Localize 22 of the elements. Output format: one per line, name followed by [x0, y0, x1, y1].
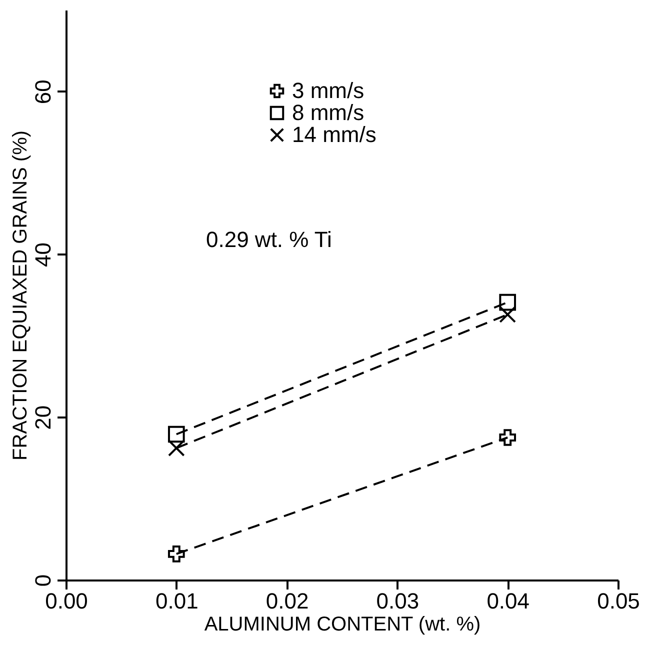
legend-label: 8 mm/s [292, 100, 364, 125]
x-tick-label: 0.05 [597, 588, 640, 614]
point [499, 429, 516, 446]
y-tick-label: 0 [30, 574, 56, 587]
point [499, 306, 516, 323]
legend-label: 3 mm/s [292, 78, 364, 103]
annotation: 0.29 wt. % Ti [206, 227, 332, 252]
point [168, 426, 185, 443]
x-tick-label: 0.00 [45, 588, 88, 614]
point [168, 440, 185, 456]
y-tick-label: 40 [30, 242, 56, 268]
y-tick-label: 60 [30, 80, 56, 104]
x-tick-label: 0.03 [376, 588, 420, 614]
legend-label: 14 mm/s [292, 122, 376, 147]
x-axis-title: ALUMINUM CONTENT (wt. %) [204, 614, 481, 636]
point [168, 546, 185, 562]
y-axis-title: FRACTION EQUIAXED GRAINS (%) [10, 130, 32, 461]
y-tick-label: 20 [30, 405, 56, 430]
x-tick-label: 0.02 [266, 588, 309, 614]
x-tick-label: 0.01 [155, 588, 198, 614]
x-tick-label: 0.04 [486, 588, 530, 614]
point [499, 294, 516, 311]
